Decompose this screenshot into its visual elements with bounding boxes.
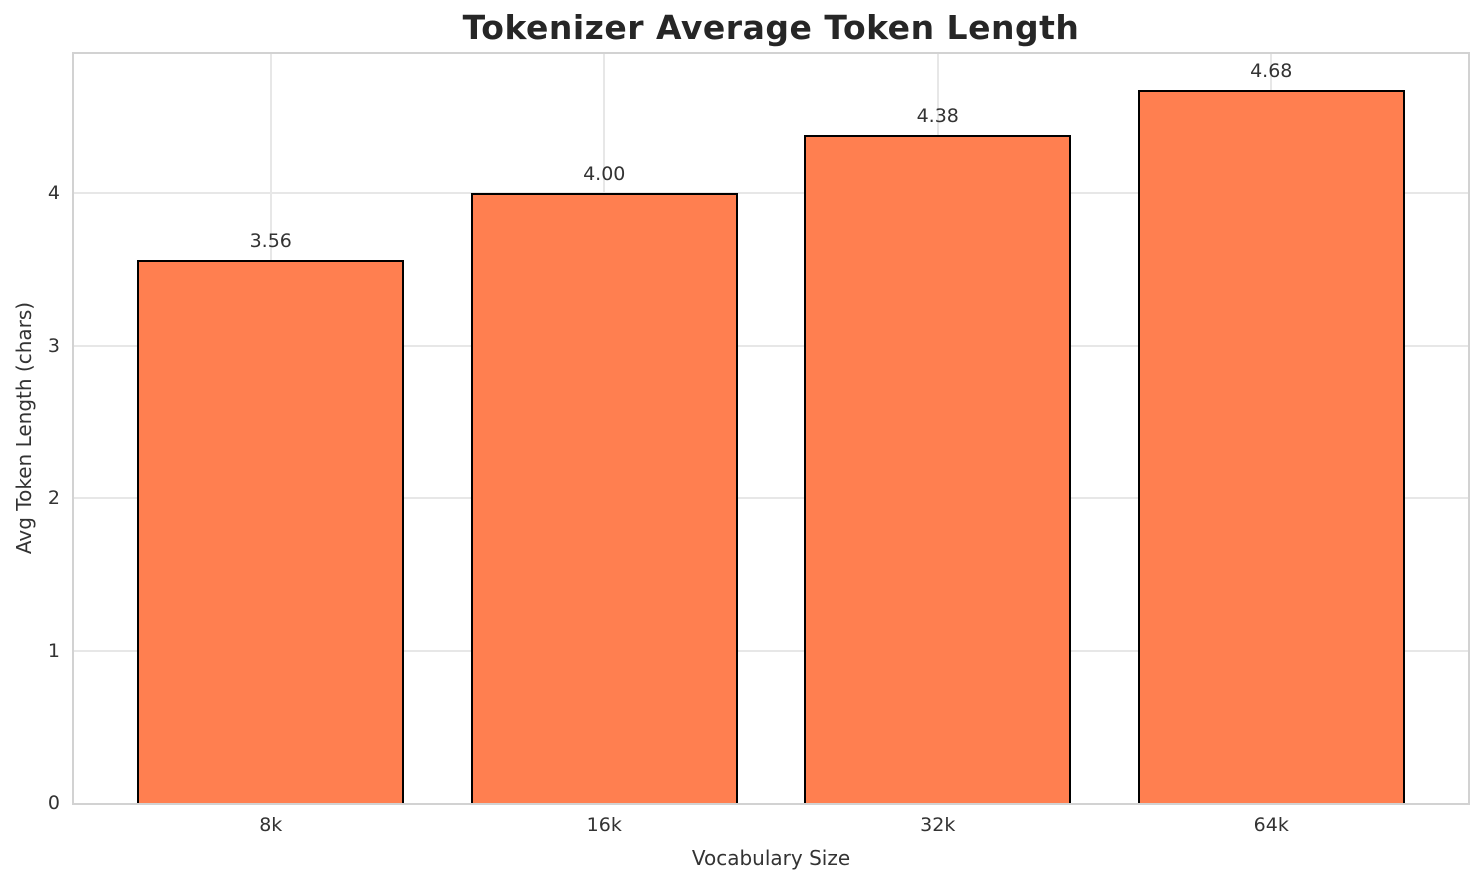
plot-area: [72, 52, 1470, 805]
xtick-label-8k: 8k: [259, 814, 283, 836]
bar-value-label-8k: 3.56: [249, 230, 292, 253]
xtick-label-32k: 32k: [920, 814, 956, 836]
bar-64k: [1137, 89, 1405, 803]
x-axis-label: Vocabulary Size: [691, 846, 851, 870]
bar-16k: [470, 193, 738, 803]
ytick-label-3: 3: [47, 334, 60, 357]
gridline-y-1: [74, 649, 1468, 652]
gridline-y-4: [74, 192, 1468, 195]
gridline-y-2: [74, 497, 1468, 500]
xtick-label-16k: 16k: [586, 814, 622, 836]
ytick-label-4: 4: [47, 182, 60, 205]
ytick-label-1: 1: [47, 639, 60, 662]
xtick-label-64k: 64k: [1253, 814, 1289, 836]
bar-value-label-32k: 4.38: [916, 105, 959, 128]
bar-32k: [804, 135, 1072, 803]
bar-value-label-64k: 4.68: [1250, 59, 1293, 82]
bar-value-label-16k: 4.00: [583, 163, 626, 186]
ytick-label-0: 0: [47, 792, 60, 814]
gridline-y-3: [74, 344, 1468, 347]
bar-8k: [137, 260, 405, 803]
chart-title: Tokenizer Average Token Length: [462, 8, 1080, 47]
y-axis-label: Avg Token Length (chars): [12, 301, 36, 555]
ytick-label-2: 2: [47, 487, 60, 510]
